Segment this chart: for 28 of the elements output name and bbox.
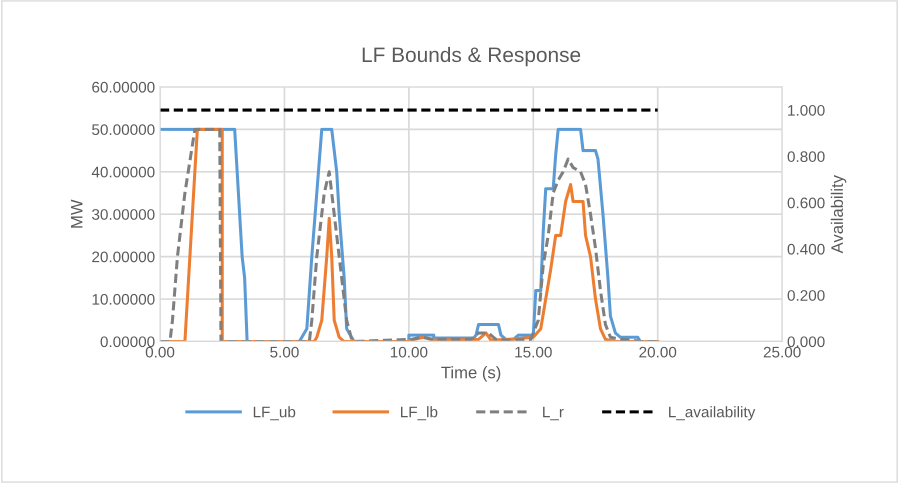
x-tick-label: 0.00 xyxy=(146,346,174,358)
y-tick-label: 10.00000 xyxy=(92,294,155,305)
legend-label: LF_ub xyxy=(254,406,296,420)
y2-axis-title: Availability xyxy=(830,175,846,254)
y2-tick-label: 1.000 xyxy=(788,104,825,116)
x-tick-label: 15.00 xyxy=(515,346,552,358)
x-tick-label: 10.00 xyxy=(390,346,428,358)
y2-tick-label: 0.200 xyxy=(788,290,825,301)
y2-tick-label: 0.400 xyxy=(788,244,825,255)
y2-tick-label: 0.600 xyxy=(788,198,825,208)
legend-label: L_availability xyxy=(669,406,756,420)
y2-tick-label: 0.800 xyxy=(788,151,825,162)
y-tick-label: 40.00000 xyxy=(92,166,155,178)
y-tick-label: 30.00000 xyxy=(92,209,155,220)
legend-label: L_r xyxy=(543,406,564,420)
y-tick-label: 60.00000 xyxy=(92,82,155,93)
x-tick-label: 5.00 xyxy=(270,346,299,358)
line-series xyxy=(160,128,660,342)
y2-tick-label: 0.000 xyxy=(788,336,825,348)
legend-label: LF_lb xyxy=(401,406,438,420)
y-tick-label: 0.00000 xyxy=(100,336,155,348)
x-axis-title: Time (s) xyxy=(441,366,500,382)
y-axis-title: MW xyxy=(70,199,82,228)
x-tick-label: 20.00 xyxy=(639,346,676,358)
x-tick-label: 25.00 xyxy=(764,346,801,358)
y-tick-label: 50.00000 xyxy=(92,124,155,136)
y-tick-label: 20.00000 xyxy=(92,252,155,262)
chart-title: LF Bounds & Response xyxy=(362,46,580,66)
